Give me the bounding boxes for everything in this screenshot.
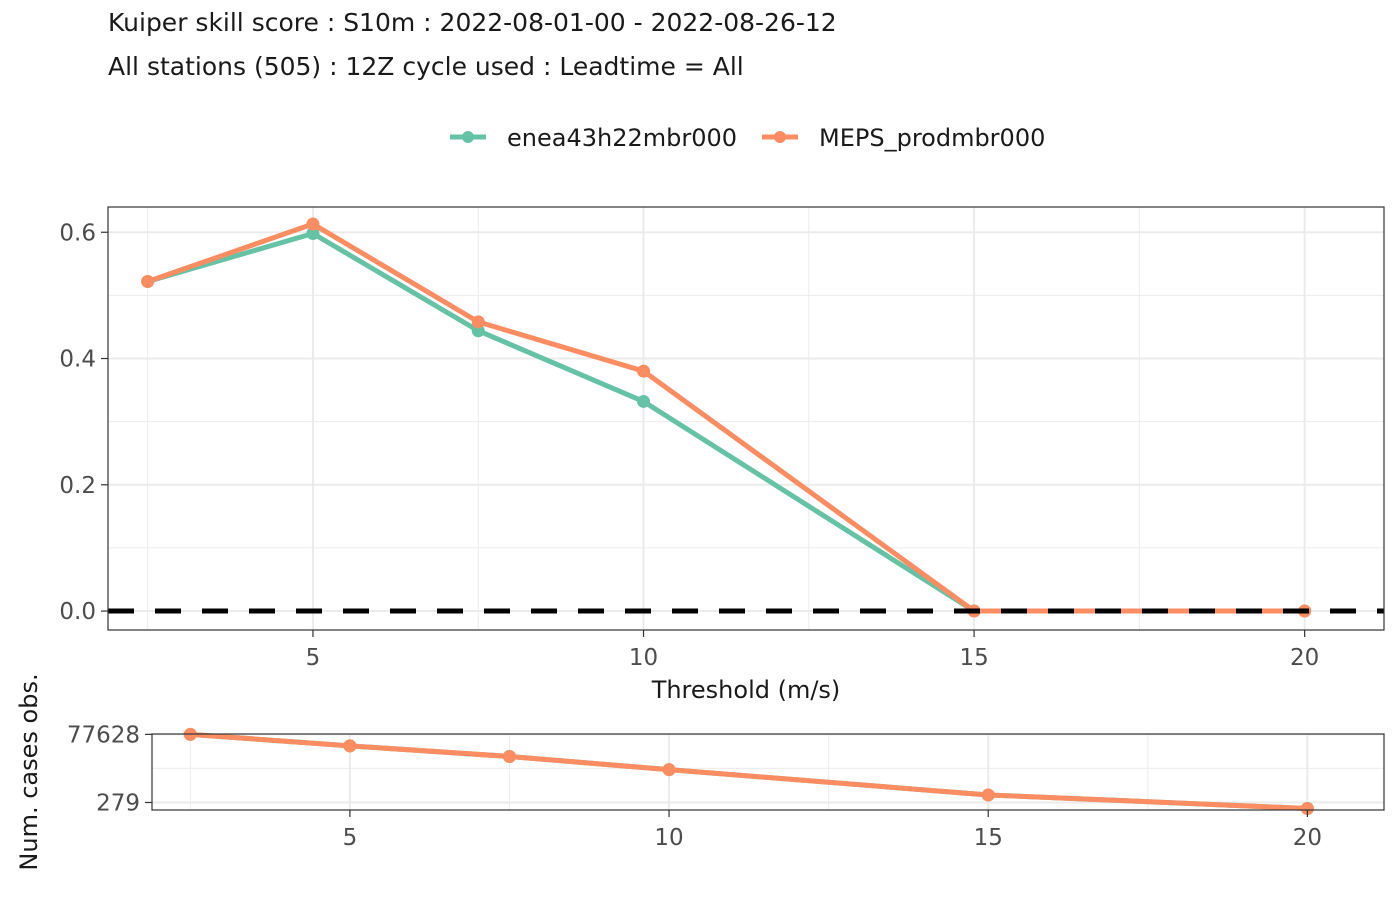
x-tick-label: 20	[1290, 645, 1319, 671]
main-gridlines	[108, 207, 1384, 630]
y-tick-label: 0.2	[59, 473, 96, 499]
x-tick-label: 10	[629, 645, 658, 671]
series-line-meps	[146, 221, 1305, 614]
main-panel-background	[108, 207, 1384, 630]
count-x-tick-label: 15	[974, 825, 1003, 851]
count-plot-panel: 279 77628 5 10 15 20 Num. cases obs.	[15, 673, 1385, 871]
count-panel-border	[151, 733, 1385, 811]
count-x-axis: 5 10 15 20	[343, 810, 1322, 851]
main-y-axis: 0.0 0.2 0.4 0.6	[59, 220, 108, 625]
count-y-tick-label: 77628	[67, 722, 140, 748]
y-tick-label: 0.0	[59, 599, 96, 625]
count-point-meps	[343, 739, 357, 753]
count-x-tick-label: 10	[654, 825, 683, 851]
data-point-enea	[306, 227, 320, 241]
chart-title: Kuiper skill score : S10m : 2022-08-01-0…	[108, 8, 837, 37]
data-point-enea	[637, 394, 651, 408]
main-plot-panel: 0.0 0.2 0.4 0.6 5 10 15 20 Threshold (m/s)	[59, 206, 1385, 704]
main-panel-border	[107, 206, 1385, 631]
y-tick-label: 0.4	[59, 347, 96, 373]
y-tick-label: 0.6	[59, 220, 96, 246]
count-point-meps	[662, 763, 676, 777]
count-y-axis: 279 77628	[67, 722, 152, 816]
chart-subtitle: All stations (505) : 12Z cycle used : Le…	[108, 52, 744, 81]
count-line-meps	[190, 731, 1308, 811]
count-point-meps	[502, 749, 516, 763]
count-point-meps	[981, 788, 995, 802]
legend: enea43h22mbr000 MEPS_prodmbr000	[450, 124, 1045, 152]
x-tick-label: 5	[306, 645, 321, 671]
main-x-axis: 5 10 15 20	[306, 630, 1319, 671]
count-x-tick-label: 20	[1293, 825, 1322, 851]
count-point-meps	[1300, 801, 1314, 815]
main-series	[108, 217, 1384, 618]
data-point-meps	[306, 217, 320, 231]
data-point-meps	[637, 364, 651, 378]
legend-marker-enea	[462, 131, 474, 143]
x-tick-label: 15	[959, 645, 988, 671]
legend-marker-meps	[774, 131, 786, 143]
count-y-tick-label: 279	[96, 790, 140, 816]
main-x-axis-title: Threshold (m/s)	[651, 676, 841, 704]
count-series	[183, 727, 1314, 815]
count-x-tick-label: 5	[343, 825, 358, 851]
legend-label-enea: enea43h22mbr000	[507, 124, 737, 152]
data-point-meps	[471, 315, 485, 329]
count-y-axis-title: Num. cases obs.	[15, 673, 43, 870]
data-point-meps	[141, 274, 155, 288]
legend-label-meps: MEPS_prodmbr000	[819, 124, 1045, 152]
